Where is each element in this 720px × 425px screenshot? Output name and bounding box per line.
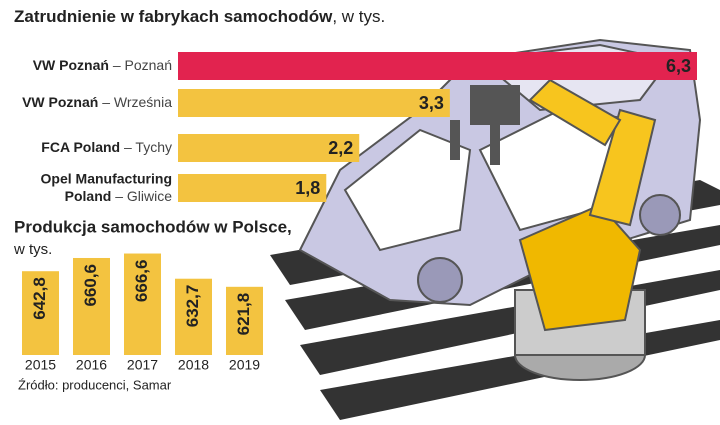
value-label: 1,8 [295,178,320,198]
category-label: Opel Manufacturing [41,171,172,187]
illustration [270,38,720,420]
location-label: – Poznań [109,57,172,73]
value-label: 666,6 [132,260,151,303]
location-label: – Września [98,94,172,110]
bar [178,52,697,80]
x-tick-label: 2015 [25,357,56,373]
chart-title: Produkcja samochodów w Polsce, [14,217,292,236]
chart-title: Zatrudnienie w fabrykach samochodów, w t… [14,7,385,26]
category-label: VW Poznań – Poznań [33,57,172,73]
bar [178,174,327,202]
bar [22,271,59,355]
x-tick-label: 2018 [178,357,209,373]
company-label: FCA Poland [41,139,120,155]
value-label: 6,3 [666,56,691,76]
value-label: 621,8 [234,293,253,336]
category-label: Poland – Gliwice [65,188,173,204]
company-label: VW Poznań [22,94,98,110]
bar [178,134,360,162]
source: Źródło: producenci, Samar [18,377,172,392]
category-label-cont: Poland [65,188,116,204]
bar [178,89,450,117]
location-label: – Gliwice [115,188,172,204]
value-label: 3,3 [419,93,444,113]
category-label: VW Poznań – Września [22,94,172,110]
location-label: – Tychy [120,139,172,155]
x-tick-label: 2017 [127,357,158,373]
chart-subtitle: w tys. [13,241,52,258]
value-label: 660,6 [81,264,100,307]
bar [124,253,161,355]
value-label: 632,7 [183,285,202,328]
bar [175,278,212,355]
bar [226,286,263,355]
x-tick-label: 2016 [76,357,107,373]
x-tick-label: 2019 [229,357,260,373]
company-label: VW Poznań [33,57,109,73]
subtitle: , w tys. [332,7,385,26]
bar [73,257,110,355]
value-label: 2,2 [328,138,353,158]
value-label: 642,8 [30,277,49,320]
category-label: FCA Poland – Tychy [41,139,172,155]
title: Zatrudnienie w fabrykach samochodów [14,7,333,26]
